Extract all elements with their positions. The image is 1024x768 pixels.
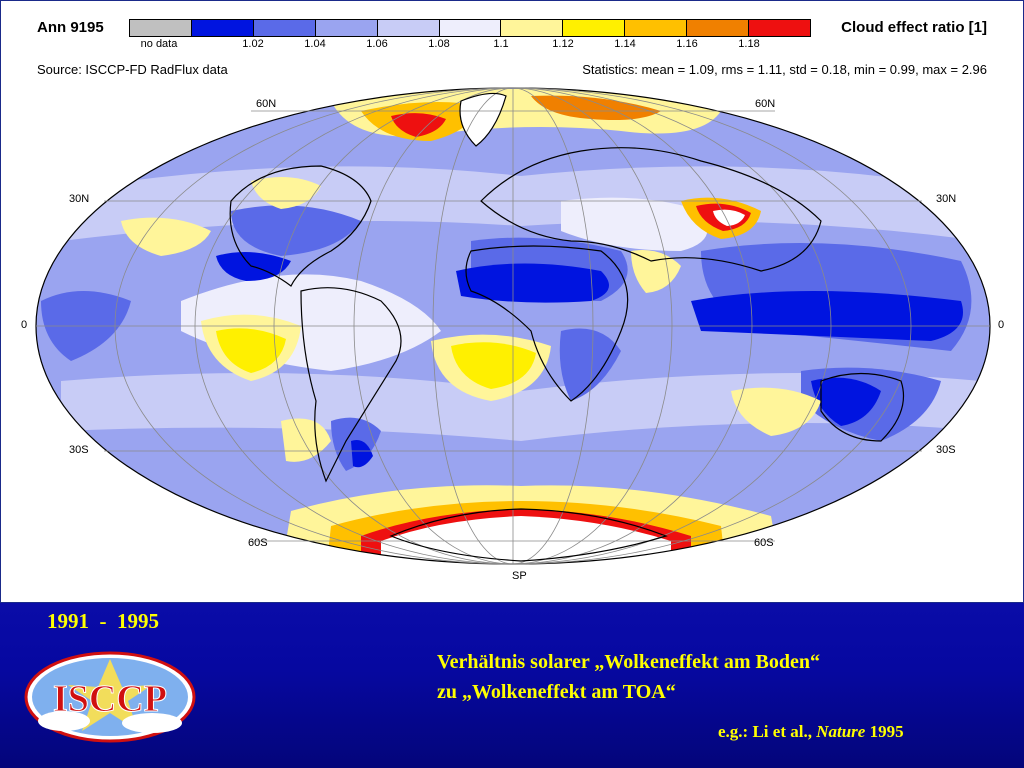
colorbar-swatch <box>563 20 626 36</box>
reference-year: 1995 <box>869 722 904 741</box>
reference-journal: Nature <box>816 722 866 741</box>
colorbar-swatch <box>625 20 688 36</box>
colorbar-swatch <box>130 20 192 36</box>
colorbar-swatch <box>253 20 316 36</box>
colorbar-swatch <box>749 20 810 36</box>
colorbar-label: 1.02 <box>242 38 264 50</box>
south-pole-label: SP <box>512 570 527 582</box>
colorbar-swatch <box>439 20 502 36</box>
map-field <box>36 88 990 564</box>
lat-label-eq: 0 <box>21 319 28 331</box>
lat-label-30s: 30S <box>936 444 956 456</box>
colorbar-label: 1.06 <box>366 38 388 50</box>
colorbar-swatch <box>501 20 564 36</box>
lat-label-60n: 60N <box>755 98 776 110</box>
colorbar-label: 1.14 <box>614 38 636 50</box>
map-panel: Ann 9195 no data 1.02 1.04 1.06 1.08 1.1… <box>0 0 1024 603</box>
logo-text: ISCCP <box>53 678 167 720</box>
colorbar-label: 1.12 <box>552 38 574 50</box>
graticule <box>35 87 991 565</box>
caption-line-1: Verhältnis solarer „Wolkeneffekt am Bode… <box>437 651 820 673</box>
colorbar <box>129 19 811 37</box>
colorbar-swatch <box>377 20 440 36</box>
caption-line-2: zu „Wolkeneffekt am TOA“ <box>437 681 676 703</box>
statistics-label: Statistics: mean = 1.09, rms = 1.11, std… <box>582 62 987 77</box>
lat-label-eq: 0 <box>998 319 1005 331</box>
lat-label-60s: 60S <box>248 537 268 549</box>
colorbar-label: 1.1 <box>493 38 509 50</box>
years-label: 1991 - 1995 <box>47 609 159 633</box>
reference: e.g.: Li et al., Nature 1995 <box>718 722 904 742</box>
lat-label-30n: 30N <box>69 193 90 205</box>
world-map <box>35 87 991 565</box>
lat-label-30s: 30S <box>69 444 89 456</box>
colorbar-label: 1.16 <box>676 38 698 50</box>
slide-footer: 1991 - 1995 ISCCP Verhältnis solarer „Wo… <box>0 603 1024 768</box>
colorbar-swatch <box>687 20 750 36</box>
lat-label-60n: 60N <box>256 98 277 110</box>
units-label: Cloud effect ratio [1] <box>841 19 987 36</box>
colorbar-swatch <box>315 20 378 36</box>
colorbar-label: 1.04 <box>304 38 326 50</box>
colorbar-label: no data <box>140 38 178 50</box>
coastlines <box>229 92 905 562</box>
source-label: Source: ISCCP-FD RadFlux data <box>37 62 228 77</box>
lat-label-60s: 60S <box>754 537 774 549</box>
colorbar-label: 1.08 <box>428 38 450 50</box>
isccp-logo: ISCCP <box>24 651 196 743</box>
colorbar-label: 1.18 <box>738 38 760 50</box>
reference-prefix: e.g.: Li et al., <box>718 722 812 741</box>
plot-title: Ann 9195 <box>37 19 104 36</box>
lat-label-30n: 30N <box>936 193 957 205</box>
colorbar-swatch <box>191 20 254 36</box>
